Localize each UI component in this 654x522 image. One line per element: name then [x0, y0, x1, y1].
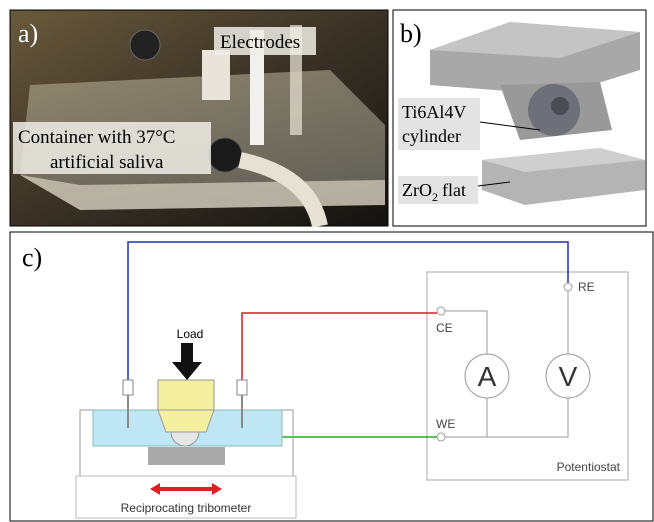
label: WE [436, 417, 455, 431]
text: ZrO [402, 180, 432, 200]
panel-c: c) A V Potentiostat RE CE WE Reciprocati… [10, 232, 653, 521]
figure: a) Electrodes Container with 37°C artifi… [0, 0, 654, 522]
terminal [437, 433, 445, 441]
electrode [237, 380, 247, 395]
connector [208, 138, 242, 172]
label: Electrodes [220, 32, 300, 53]
label: artificial saliva [50, 152, 164, 173]
cylinder-screw [551, 97, 569, 115]
panel-label: b) [400, 19, 422, 48]
label: Container with 37°C [18, 127, 175, 148]
connector [130, 30, 160, 60]
label: Potentiostat [557, 460, 621, 474]
label: Reciprocating tribometer [121, 501, 252, 515]
label: CE [436, 321, 453, 335]
electrode [123, 380, 133, 395]
holder [158, 410, 214, 432]
label: V [559, 361, 578, 392]
label: A [478, 361, 497, 392]
panel-a: a) Electrodes Container with 37°C artifi… [10, 10, 388, 226]
label: Ti6Al4V [402, 102, 466, 122]
panel-label: a) [18, 19, 38, 48]
terminal [564, 283, 572, 291]
panel-b: b) Ti6Al4V cylinder ZrO2 flat [393, 10, 646, 226]
text: flat [442, 180, 466, 200]
flat [148, 447, 225, 465]
subscript: 2 [432, 190, 438, 204]
panel-label: c) [22, 243, 42, 272]
label: Load [177, 327, 204, 341]
holder [158, 380, 214, 410]
label: RE [578, 280, 595, 294]
label: cylinder [402, 126, 461, 146]
terminal [437, 307, 445, 315]
electrode-holder [202, 50, 230, 100]
